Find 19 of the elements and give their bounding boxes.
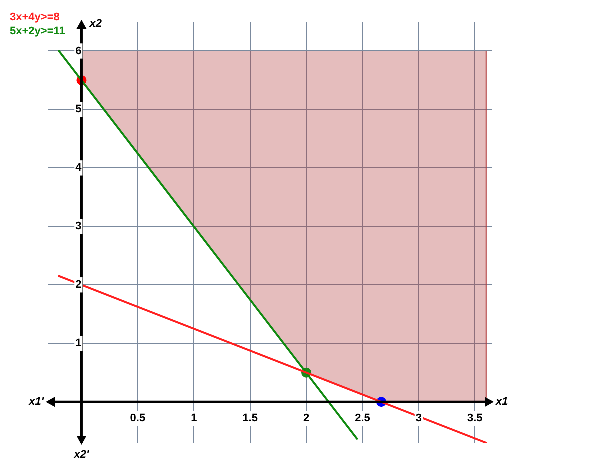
y-tick-label: 2 — [76, 279, 82, 292]
x-tick-label: 3 — [416, 412, 422, 425]
x-tick-label: 1.5 — [242, 412, 258, 425]
text: 3x+4y>=8 — [10, 12, 60, 24]
x-tick-label: 3.5 — [467, 412, 483, 425]
series-label: 5x+2y>=11 — [10, 26, 66, 38]
text: x2' — [73, 449, 90, 462]
x-tick-label: 1 — [191, 412, 198, 425]
y-tick-label: 6 — [76, 45, 82, 58]
y-tick-label: 5 — [76, 104, 82, 116]
y-tick-label: 3 — [76, 220, 82, 233]
x-tick-label: 0.5 — [130, 412, 146, 425]
text: x1 — [495, 396, 508, 408]
y-tick-label: 1 — [76, 338, 82, 350]
annotation: x2 — [88, 18, 102, 30]
x-tick-label: 2.5 — [355, 412, 370, 425]
x-tick-label: 2 — [303, 412, 310, 425]
y-tick-label: 4 — [76, 162, 83, 174]
text: x1' — [28, 396, 44, 408]
